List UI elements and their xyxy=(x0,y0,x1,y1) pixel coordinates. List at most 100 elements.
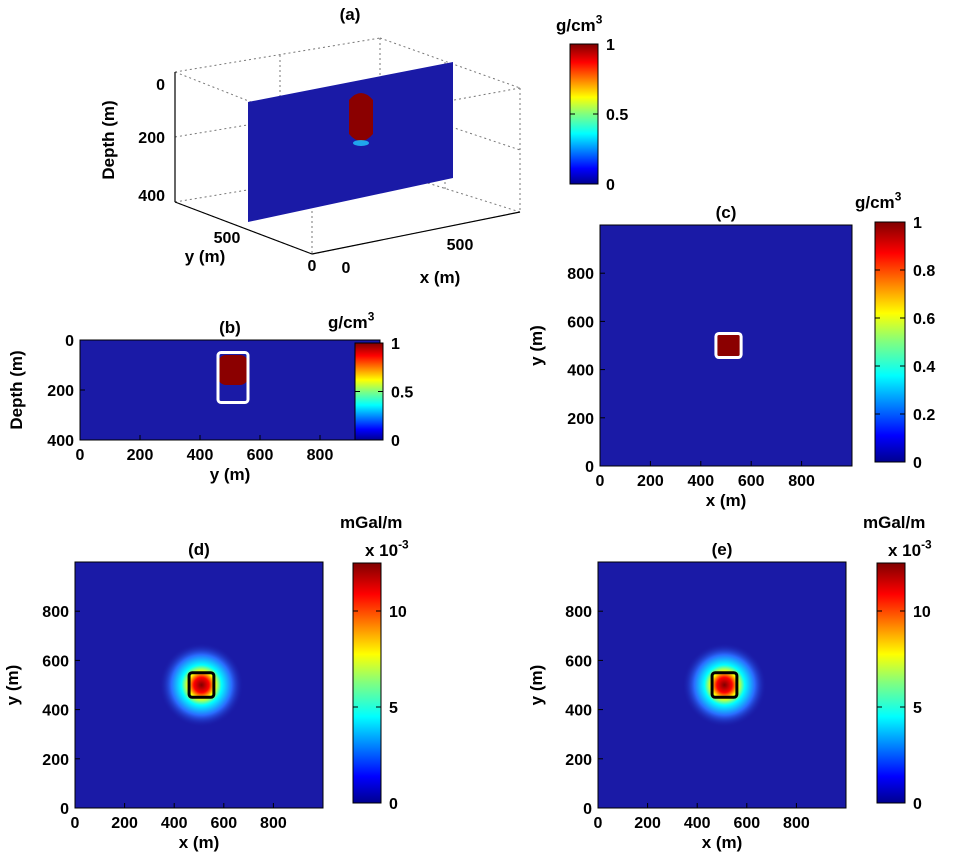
panel-d: 0 200 400 600 800 0 200 400 600 800 (d) x (m) y (m) xyxy=(3,540,324,852)
panel-a: 0 200 400 Depth (m) 500 0 y (m) 0 500 x (m) (a) xyxy=(99,5,521,287)
x-tick-label: 800 xyxy=(783,815,810,832)
colorbar-tick-label: 0 xyxy=(913,455,922,472)
colorbar-unit: g/cm3 xyxy=(328,309,375,332)
y-tick-label: 0 xyxy=(308,258,317,275)
z-axis-label: Depth (m) xyxy=(99,100,118,179)
y-axis-label: y (m) xyxy=(527,325,546,366)
colorbar-tick-label: 0 xyxy=(913,796,922,813)
colorbar-a: 00.51 xyxy=(569,37,628,194)
plot-frame xyxy=(597,561,847,809)
density-anomaly xyxy=(218,355,248,385)
x-axis-label: x (m) xyxy=(179,833,220,852)
colorbar-tick-label: 5 xyxy=(389,700,398,717)
x-tick-label: 200 xyxy=(637,473,664,490)
x-tick-label: 200 xyxy=(127,447,154,464)
y-tick-label: 0 xyxy=(585,459,594,476)
y-tick-label: 600 xyxy=(565,653,592,670)
z-tick-label: 400 xyxy=(138,188,165,205)
x-tick-label: 800 xyxy=(260,815,287,832)
y-tick-label: 800 xyxy=(567,266,594,283)
anomaly-edge xyxy=(353,140,369,146)
colorbar-unit: mGal/m xyxy=(340,513,402,532)
y-axis-label: y (m) xyxy=(185,247,226,266)
colorbar-unit: g/cm3 xyxy=(855,189,902,212)
x-tick-label: 400 xyxy=(187,447,214,464)
y-axis-label: y (m) xyxy=(3,665,22,706)
panel-title: (b) xyxy=(219,318,241,337)
x-tick-label: 600 xyxy=(247,447,274,464)
colorbar-tick-label: 10 xyxy=(913,604,931,621)
x-tick-label: 500 xyxy=(447,237,474,254)
colorbar-e: 0 5 10 xyxy=(876,562,931,813)
y-axis-label: y (m) xyxy=(527,665,546,706)
z-tick-label: 0 xyxy=(156,77,165,94)
y-axis-line xyxy=(174,201,313,255)
colorbar-tick-label: 5 xyxy=(913,700,922,717)
colorbar-tick-label: 0 xyxy=(389,796,398,813)
colorbar-tick-label: 1 xyxy=(913,215,922,232)
y-tick-label: 200 xyxy=(47,383,74,400)
colorbar-exponent: x 10-3 xyxy=(888,537,932,560)
panel-e: 0 200 400 600 800 0 200 400 600 800 (e) x (m) y (m) xyxy=(527,540,847,852)
anomaly-outline xyxy=(187,671,216,699)
y-tick-label: 0 xyxy=(60,801,69,818)
density-slice xyxy=(248,62,453,222)
gradient-anomaly xyxy=(682,643,767,727)
y-tick-label: 400 xyxy=(565,703,592,720)
colorbar-tick-label: 0.6 xyxy=(913,311,935,328)
y-tick-label: 200 xyxy=(567,411,594,428)
z-tick-label: 200 xyxy=(138,130,165,147)
colorbar-tick-label: 0.2 xyxy=(913,407,935,424)
colorbar-tick-label: 10 xyxy=(389,604,407,621)
colorbar-unit: g/cm3 xyxy=(556,12,603,35)
colorbar-tick-label: 0.4 xyxy=(913,359,935,376)
y-tick-label: 500 xyxy=(214,230,241,247)
colorbar-d: 0 5 10 xyxy=(352,562,407,813)
plot-frame xyxy=(74,561,324,809)
x-axis-line xyxy=(311,211,521,255)
x-tick-label: 600 xyxy=(210,815,237,832)
x-tick-label: 800 xyxy=(307,447,334,464)
colorbar-gradient xyxy=(876,562,906,804)
density-anomaly xyxy=(349,93,373,141)
colorbar-tick-label: 0.5 xyxy=(606,107,628,124)
x-tick-label: 0 xyxy=(594,815,603,832)
y-tick-label: 200 xyxy=(565,752,592,769)
colorbar-tick-label: 1 xyxy=(391,336,400,353)
x-axis-label: x (m) xyxy=(420,268,461,287)
y-tick-label: 600 xyxy=(42,653,69,670)
y-tick-label: 600 xyxy=(567,314,594,331)
panel-title: (a) xyxy=(340,5,361,24)
panel-title: (c) xyxy=(716,203,737,222)
x-tick-label: 800 xyxy=(788,473,815,490)
y-tick-label: 400 xyxy=(47,433,74,450)
x-tick-label: 400 xyxy=(684,815,711,832)
y-tick-label: 200 xyxy=(42,752,69,769)
panel-c: 0 200 400 600 800 0 200 400 600 800 (c) x (m) y (m) xyxy=(527,203,853,510)
x-axis-label: x (m) xyxy=(706,491,747,510)
colorbar-tick-label: 1 xyxy=(606,37,615,54)
y-tick-label: 800 xyxy=(42,604,69,621)
colorbar-b: 00.51 xyxy=(354,336,413,450)
x-tick-label: 600 xyxy=(733,815,760,832)
colorbar-gradient xyxy=(352,562,382,804)
colorbar-c: 0 0.2 0.4 0.6 0.8 1 xyxy=(874,215,935,472)
x-tick-label: 200 xyxy=(634,815,661,832)
y-tick-label: 800 xyxy=(565,604,592,621)
x-axis-label: y (m) xyxy=(210,465,251,484)
x-tick-label: 200 xyxy=(111,815,138,832)
anomaly-outline xyxy=(216,351,250,404)
colorbar-tick-label: 0.8 xyxy=(913,263,935,280)
x-tick-label: 400 xyxy=(161,815,188,832)
x-tick-label: 400 xyxy=(687,473,714,490)
anomaly-outline xyxy=(710,671,739,699)
colorbar-tick-label: 0.5 xyxy=(391,385,413,402)
box-edge xyxy=(174,37,381,73)
colorbar-tick-label: 0 xyxy=(391,433,400,450)
x-tick-label: 600 xyxy=(738,473,765,490)
plot-frame xyxy=(599,224,853,467)
y-tick-label: 400 xyxy=(567,363,594,380)
x-tick-label: 0 xyxy=(342,260,351,277)
panel-b: 0 200 400 600 800 0 200 400 (b) y (m) Depth (m) xyxy=(7,318,381,484)
